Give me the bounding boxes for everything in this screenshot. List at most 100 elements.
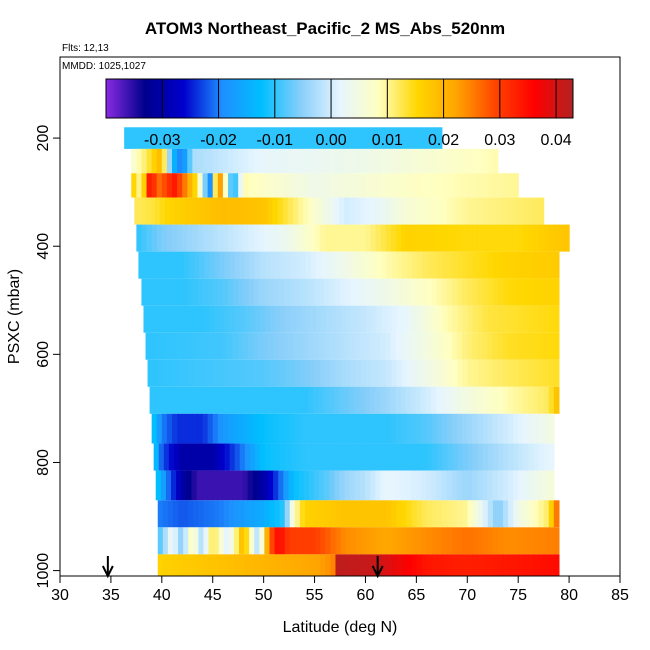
heat-cell-row-2 xyxy=(319,173,326,198)
heat-cell-row-0 xyxy=(308,127,315,149)
heat-cell-row-4 xyxy=(258,224,265,252)
heat-cell-row-16 xyxy=(396,554,403,577)
heat-cell-row-7 xyxy=(437,305,443,333)
heat-cell-row-16 xyxy=(188,554,194,577)
heat-cell-row-8 xyxy=(426,332,432,360)
heat-cell-row-1 xyxy=(345,148,351,174)
heat-cell-row-10 xyxy=(507,386,514,414)
heat-cell-row-2 xyxy=(380,173,387,198)
heat-cell-row-0 xyxy=(385,127,392,149)
heat-cell-row-16 xyxy=(223,554,230,577)
heat-cell-row-14 xyxy=(492,500,499,528)
heat-cell-row-12 xyxy=(432,443,438,471)
heat-cell-row-15 xyxy=(406,527,413,555)
heat-cell-row-14 xyxy=(233,500,240,528)
heat-cell-row-3 xyxy=(466,197,473,225)
heat-cell-row-4 xyxy=(197,224,204,252)
heat-cell-row-5 xyxy=(477,251,484,279)
heat-cell-row-6 xyxy=(462,278,468,306)
heat-cell-row-14 xyxy=(472,500,479,528)
heat-cell-row-4 xyxy=(151,224,158,252)
heat-cell-row-5 xyxy=(417,251,423,279)
heat-cell-row-9 xyxy=(335,359,342,387)
heat-cell-row-13 xyxy=(395,470,402,501)
heat-cell-row-3 xyxy=(139,197,146,225)
heat-cell-row-4 xyxy=(553,224,560,252)
heat-cell-row-9 xyxy=(396,359,403,387)
heat-cell-row-9 xyxy=(553,359,560,387)
heat-cell-row-11 xyxy=(334,413,341,444)
heat-cell-row-10 xyxy=(159,386,166,414)
heat-cell-row-0 xyxy=(431,127,438,149)
heat-cell-row-11 xyxy=(360,413,367,444)
heat-cell-row-16 xyxy=(274,554,281,577)
heat-cell-row-6 xyxy=(350,278,356,306)
heat-cell-row-16 xyxy=(249,554,255,577)
heat-cell-row-3 xyxy=(267,197,274,225)
heat-cell-row-12 xyxy=(376,443,383,471)
heat-cell-row-7 xyxy=(336,305,342,333)
heat-cell-row-11 xyxy=(172,413,178,444)
heat-cell-row-2 xyxy=(294,173,300,198)
heat-cell-row-1 xyxy=(462,148,468,174)
heat-cell-row-7 xyxy=(427,305,433,333)
heat-cell-row-12 xyxy=(406,443,413,471)
heat-cell-row-9 xyxy=(249,359,255,387)
heat-cell-row-4 xyxy=(314,224,321,252)
heat-cell-row-0 xyxy=(267,127,274,149)
heat-cell-row-8 xyxy=(181,332,187,360)
heat-cell-row-11 xyxy=(467,413,473,444)
heat-cell-row-8 xyxy=(518,332,524,360)
heat-cell-row-5 xyxy=(543,251,550,279)
heat-cell-row-16 xyxy=(421,554,428,577)
heat-cell-row-5 xyxy=(472,251,479,279)
heat-cell-row-6 xyxy=(487,278,494,306)
heat-cell-row-0 xyxy=(354,127,361,149)
heat-cell-row-9 xyxy=(386,359,392,387)
heat-cell-row-10 xyxy=(221,386,227,414)
colorbar-tick-label: -0.03 xyxy=(144,132,181,149)
heat-cell-row-16 xyxy=(371,554,377,577)
heat-cell-row-10 xyxy=(318,386,325,414)
heat-cell-row-11 xyxy=(477,413,484,444)
heat-cell-row-12 xyxy=(300,443,307,471)
heat-cell-row-6 xyxy=(314,278,321,306)
heat-cell-row-8 xyxy=(451,332,458,360)
heat-cell-row-2 xyxy=(411,173,417,198)
heat-cell-row-9 xyxy=(274,359,281,387)
heat-cell-row-14 xyxy=(228,500,235,528)
heat-cell-row-2 xyxy=(482,173,489,198)
heat-cell-row-14 xyxy=(548,500,555,528)
heat-cell-row-4 xyxy=(141,224,148,252)
heat-cell-row-1 xyxy=(309,148,316,174)
heat-cell-row-16 xyxy=(254,554,260,577)
heat-cell-row-8 xyxy=(370,332,376,360)
heat-cell-row-8 xyxy=(268,332,274,360)
heat-cell-row-8 xyxy=(400,332,407,360)
heat-cell-row-7 xyxy=(432,305,438,333)
heat-cell-row-14 xyxy=(497,500,504,528)
heat-cell-row-15 xyxy=(345,527,352,555)
heat-cell-row-5 xyxy=(341,251,347,279)
heat-cell-row-14 xyxy=(518,500,524,528)
heat-cell-row-16 xyxy=(477,554,484,577)
heat-cell-row-13 xyxy=(533,470,540,501)
heat-cell-row-14 xyxy=(335,500,342,528)
heat-cell-row-6 xyxy=(360,278,367,306)
heat-cell-row-11 xyxy=(166,413,173,444)
heat-cell-row-15 xyxy=(259,527,265,555)
heat-cell-row-7 xyxy=(442,305,449,333)
heat-cell-row-9 xyxy=(315,359,321,387)
heat-cell-row-1 xyxy=(441,148,448,174)
x-tick-label: 35 xyxy=(102,587,120,604)
x-tick-label: 75 xyxy=(509,587,527,604)
heat-cell-row-1 xyxy=(294,148,300,174)
heat-cell-row-0 xyxy=(201,127,207,149)
heat-cell-row-4 xyxy=(441,224,448,252)
heat-cell-row-0 xyxy=(195,127,202,149)
heat-cell-row-7 xyxy=(310,305,317,333)
heat-cell-row-2 xyxy=(248,173,255,198)
heat-cell-row-16 xyxy=(538,554,545,577)
heat-cell-row-13 xyxy=(400,470,407,501)
heat-cell-row-13 xyxy=(446,470,453,501)
